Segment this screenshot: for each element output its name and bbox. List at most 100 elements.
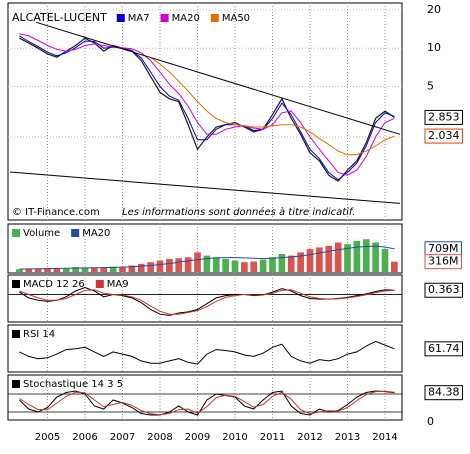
last-value-label: 2.853: [428, 110, 460, 123]
series-line: [19, 340, 395, 365]
x-tick-label: 2010: [222, 432, 247, 443]
volume-bar: [81, 267, 89, 272]
volume-bar: [109, 266, 117, 272]
volume-bar: [147, 262, 154, 272]
legend-swatch: [71, 229, 80, 237]
volume-bar: [212, 257, 220, 272]
volume-bar: [222, 258, 229, 272]
y-tick-label: 20: [427, 3, 441, 16]
y-tick-label: 0: [427, 415, 434, 428]
last-value-box: [424, 341, 463, 357]
volume-bar: [353, 240, 361, 272]
volume-bar: [334, 242, 342, 272]
volume-bar: [203, 255, 211, 272]
volume-bar: [259, 259, 267, 272]
volume-bar: [184, 257, 192, 272]
trend-line: [36, 21, 401, 135]
volume-bar: [44, 268, 51, 272]
legend-label: MA50: [222, 13, 250, 24]
y-tick-label: 5: [427, 79, 434, 92]
x-tick-label: 2006: [72, 432, 97, 443]
x-tick-label: 2009: [185, 432, 210, 443]
series-line: [19, 286, 395, 316]
legend-swatch: [160, 14, 169, 22]
last-value-box: [424, 385, 463, 401]
volume-bar: [25, 268, 33, 272]
panel-frame: [7, 374, 403, 421]
last-value-label: 709M: [428, 242, 459, 255]
volume-bar: [128, 265, 136, 272]
panel-frame: [7, 324, 403, 373]
panel-frame: [7, 274, 403, 323]
volume-bar: [53, 268, 61, 272]
volume-bar: [156, 260, 164, 272]
panel-frame: [7, 2, 403, 221]
chart-title: ALCATEL-LUCENT: [12, 11, 107, 24]
volume-bar: [119, 267, 126, 272]
last-value-label: 316M: [428, 255, 459, 268]
last-value-label: 2.034: [428, 129, 460, 142]
volume-bar: [175, 258, 183, 272]
legend-label: RSI 14: [23, 329, 55, 340]
x-tick-label: 2011: [260, 432, 285, 443]
legend-swatch: [116, 14, 125, 22]
note: Les informations sont données à titre in…: [122, 206, 355, 218]
x-tick-label: 2008: [147, 432, 172, 443]
volume-bar: [34, 269, 42, 272]
last-value-label: 84.38: [428, 386, 460, 399]
volume-bar: [278, 254, 286, 272]
volume-bar: [381, 249, 389, 272]
last-value-box: [424, 109, 463, 125]
x-tick-label: 2014: [372, 432, 397, 443]
series-line: [19, 289, 395, 315]
legend-swatch: [95, 280, 104, 288]
volume-bar: [166, 258, 173, 272]
volume-bar: [241, 262, 248, 272]
last-value-label: 61.74: [428, 342, 460, 355]
last-value-box: [424, 254, 462, 270]
series-line: [19, 33, 395, 176]
volume-bar: [62, 268, 70, 272]
x-tick-label: 2005: [35, 432, 60, 443]
last-value-box: [424, 282, 463, 298]
volume-bar: [72, 267, 79, 272]
volume-bar: [297, 252, 304, 272]
legend-swatch: [12, 229, 20, 237]
volume-bar: [306, 249, 314, 272]
series-line: [19, 245, 395, 270]
volume-bar: [362, 239, 370, 272]
volume-bar: [391, 261, 398, 272]
panel-title: Volume: [23, 228, 60, 239]
volume-bar: [325, 245, 333, 272]
trend-line: [9, 171, 401, 204]
last-value-label: 0.363: [428, 283, 460, 296]
x-tick-label: 2012: [297, 432, 322, 443]
series-line: [19, 35, 395, 181]
series-line: [150, 56, 395, 156]
x-tick-label: 2013: [335, 432, 360, 443]
volume-bar: [137, 263, 145, 272]
volume-bar: [372, 242, 379, 272]
volume-bar: [344, 244, 351, 272]
volume-bar: [194, 252, 201, 272]
legend-swatch: [12, 380, 20, 388]
volume-bar: [287, 255, 295, 272]
legend-swatch: [210, 14, 219, 22]
volume-bar: [100, 267, 108, 272]
series-line: [19, 37, 395, 182]
series-line: [19, 390, 395, 416]
volume-bar: [231, 260, 239, 272]
panel-frame: [7, 223, 403, 274]
volume-bar: [250, 261, 258, 272]
volume-bar: [16, 269, 23, 272]
legend-label: MA9: [107, 279, 129, 290]
legend-label: MACD 12 26: [23, 279, 85, 290]
legend-swatch: [12, 330, 20, 338]
source: © IT-Finance.com: [12, 207, 100, 218]
volume-bar: [316, 247, 323, 272]
legend-label: MA20: [82, 228, 110, 239]
legend-label: MA7: [128, 13, 150, 24]
volume-bar: [269, 257, 276, 272]
y-tick-label: 10: [427, 41, 441, 54]
